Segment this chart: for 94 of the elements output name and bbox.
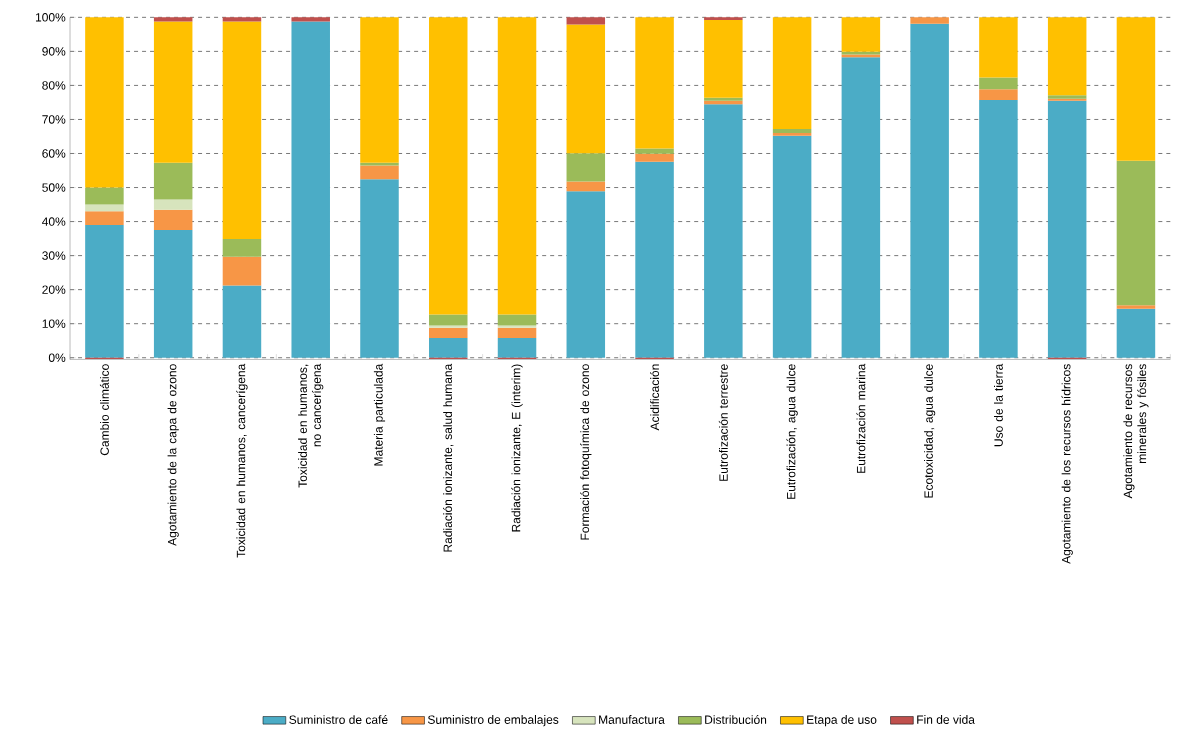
x-tick-label: Materia particulada [373,363,386,466]
x-tick-label: Eutrofización, agua dulce [786,364,798,500]
bar [772,136,812,358]
y-tick-label: 50% [42,183,66,193]
bar [841,57,881,358]
y-tick-label: 20% [42,285,66,295]
bar [566,191,606,358]
bar [153,199,193,210]
bar [566,24,606,154]
bar [153,230,193,358]
bar [153,21,193,163]
x-tick-label: Toxicidad en humanos, no cancerígena [298,363,324,488]
bar [635,161,674,358]
bar [85,17,124,188]
legend-label: Distribución [705,715,767,725]
bar [497,328,537,339]
y-tick-label: 80% [42,81,66,90]
x-tick-label: Formación fotoquímica de ozono [580,364,592,540]
bar [635,154,674,162]
bar [979,77,1018,90]
bar [85,211,124,226]
bar [429,314,468,326]
x-tick-label: Toxicidad en humanos, cancerígena [236,363,248,558]
legend-label: Fin de vida [917,715,975,725]
bar [635,148,674,155]
bar [772,17,812,130]
bar [291,21,330,358]
legend-label: Suministro de embalajes [427,715,559,727]
bar [704,20,743,98]
bar [566,181,606,192]
bar [222,239,262,257]
x-tick-label: Radiación ionizante, salud humana [443,363,454,552]
x-tick-label: Agotamiento de la capa de ozono [167,364,179,547]
bar [429,328,468,339]
x-tick-label: Radiación ionizante, E (interim) [511,364,523,532]
bar [429,338,468,358]
bar [566,153,606,182]
bar [153,209,193,231]
bar [772,129,812,134]
legend-label: Manufactura [599,715,665,725]
legend-label: Suministro de café [289,715,388,725]
bar [153,162,193,200]
bar [1116,305,1156,309]
bar [1116,308,1156,358]
bar [841,17,881,52]
bar [910,17,949,25]
y-tick-label: 100% [35,13,66,22]
bar [291,17,330,22]
y-tick-label: 70% [42,115,66,124]
bar [910,24,949,358]
bar [222,17,262,22]
bar [429,325,468,329]
y-tick-label: 10% [42,319,66,329]
bar [497,325,537,329]
x-tick-label: Agotamiento de los recursos hídricos [1061,364,1073,565]
bar [222,21,262,240]
bar [429,17,468,315]
x-tick-label: Cambio climático [99,364,109,456]
y-tick-label: 60% [42,149,66,158]
bar [360,165,399,180]
bar [566,17,606,25]
bar [497,338,537,358]
bar [85,225,124,358]
bar [704,97,743,101]
bar [360,17,399,163]
bar [360,179,399,358]
bar [1116,17,1156,161]
bar [222,256,262,286]
bar [153,17,193,22]
x-tick-label: Agotamiento de recursos minerales y fósiles [1123,364,1149,499]
bar [497,314,537,326]
x-tick-label: Eutrofización marina [856,363,866,474]
bar [1047,100,1087,358]
bar [772,133,812,137]
bar [704,104,743,358]
bar [979,100,1018,358]
bar [497,17,537,315]
bar [704,17,743,21]
x-tick-label: Eutrofización terrestre [718,364,728,482]
bar [85,187,124,205]
bar [222,285,262,358]
y-tick-label: 90% [42,47,66,56]
bar [1116,160,1156,306]
bar [1047,17,1087,96]
x-tick-label: Uso de la tierra [994,363,1003,447]
y-tick-label: 40% [42,217,66,227]
y-tick-label: 30% [42,251,66,261]
y-tick-label: 0% [48,353,66,363]
legend-label: Etapa de uso [807,715,877,727]
x-tick-label: Acidificación [650,364,660,431]
bar [979,17,1018,78]
bar [979,89,1018,101]
x-tick-label: Ecotoxicidad, agua dulce [924,364,936,498]
bar [635,17,674,149]
